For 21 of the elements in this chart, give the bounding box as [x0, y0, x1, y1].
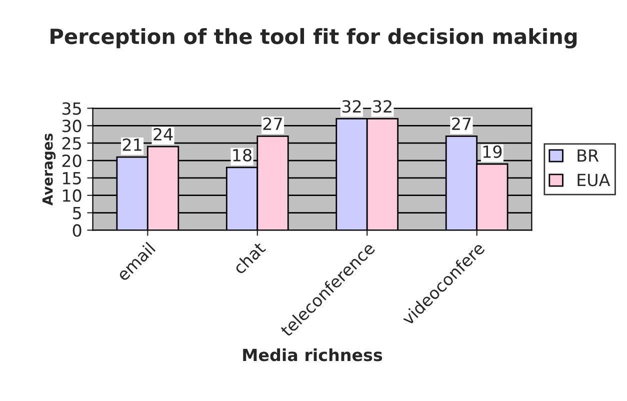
y-axis-title: Averages: [42, 134, 56, 206]
x-axis-title: Media richness: [243, 348, 382, 362]
data-label: 32: [373, 100, 392, 113]
chart-title: Perception of the tool fit for decision making: [50, 28, 577, 48]
data-label: 27: [452, 118, 471, 130]
data-label: 18: [233, 148, 252, 162]
y-tick-label: 20: [62, 154, 82, 168]
y-tick-label: 10: [63, 189, 82, 202]
y-tick-label: 0: [72, 224, 82, 237]
data-label: 32: [342, 100, 361, 113]
data-label: 19: [483, 145, 502, 158]
data-label: 27: [263, 118, 282, 130]
y-tick-label: 15: [63, 172, 81, 184]
legend-label: BR: [578, 149, 599, 162]
data-label: 21: [122, 138, 142, 151]
legend-label: EUA: [578, 174, 610, 186]
data-label: 24: [154, 128, 173, 140]
y-tick-label: 25: [62, 137, 81, 150]
y-tick-label: 5: [73, 206, 81, 220]
y-tick-label: 30: [62, 120, 82, 132]
y-tick-label: 35: [62, 102, 81, 115]
